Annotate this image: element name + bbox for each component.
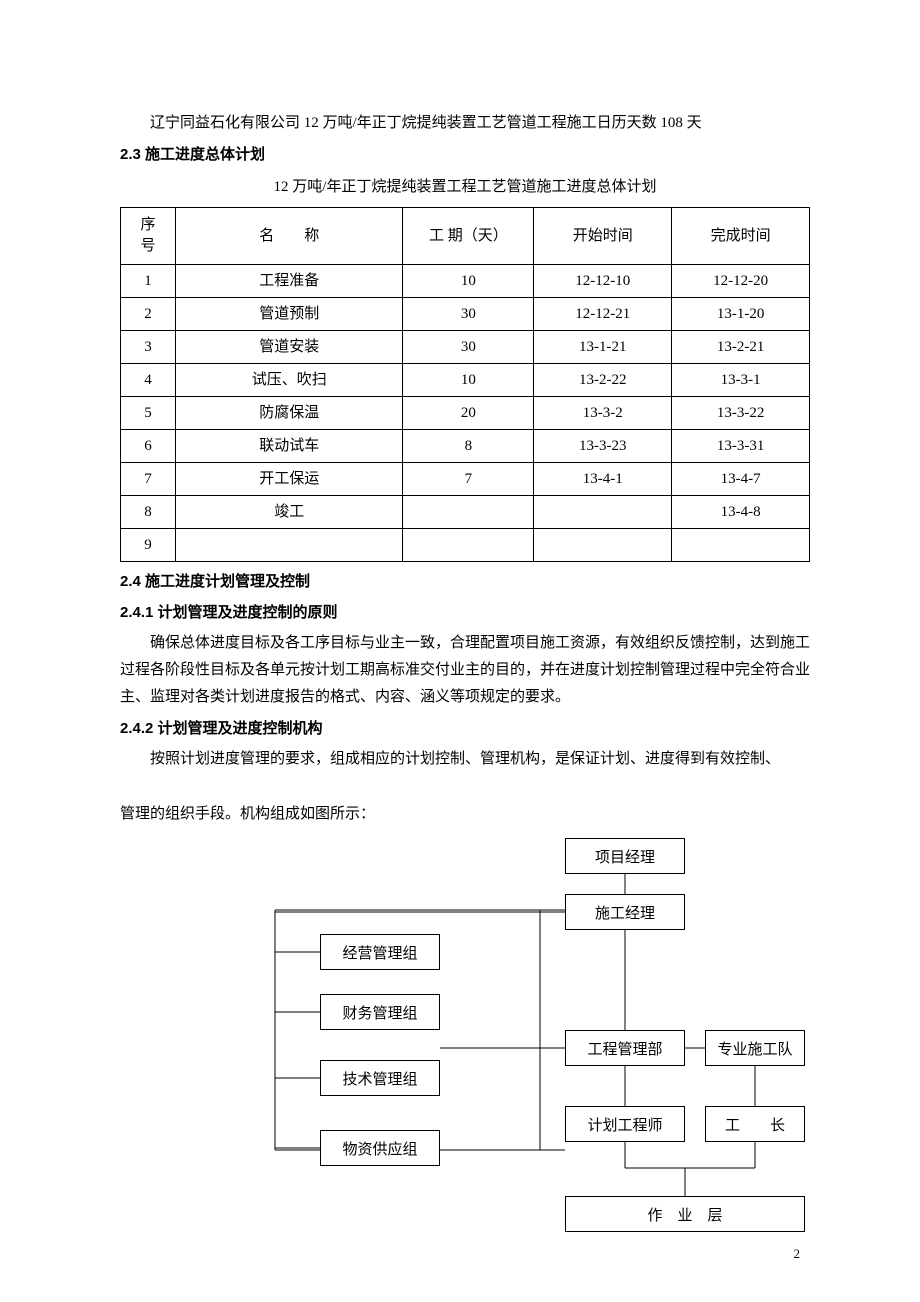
table-cell: 13-4-8 <box>672 496 810 529</box>
table-cell: 12-12-21 <box>534 298 672 331</box>
table-row: 9 <box>121 529 810 562</box>
org-node-pm: 项目经理 <box>565 838 685 874</box>
org-chart-lines <box>120 838 800 1258</box>
table-row: 3管道安装3013-1-2113-2-21 <box>121 331 810 364</box>
org-node-pmd: 工程管理部 <box>565 1030 685 1066</box>
org-chart: 项目经理施工经理经营管理组财务管理组技术管理组物资供应组工程管理部专业施工队计划… <box>120 838 800 1258</box>
table-row: 8竣工 13-4-8 <box>121 496 810 529</box>
table-cell: 20 <box>403 397 534 430</box>
paragraph-2-4-2b: 管理的组织手段。机构组成如图所示： <box>120 801 810 828</box>
org-node-team: 专业施工队 <box>705 1030 805 1066</box>
heading-2-4-1: 2.4.1 计划管理及进度控制的原则 <box>120 599 810 626</box>
table-cell: 1 <box>121 265 176 298</box>
table-cell: 开工保运 <box>176 463 403 496</box>
table-cell: 2 <box>121 298 176 331</box>
table-cell: 12-12-10 <box>534 265 672 298</box>
table-cell: 9 <box>121 529 176 562</box>
org-node-fin: 财务管理组 <box>320 994 440 1030</box>
org-node-plan: 计划工程师 <box>565 1106 685 1142</box>
table-row: 6联动试车813-3-2313-3-31 <box>121 430 810 463</box>
table-cell: 8 <box>403 430 534 463</box>
table-row: 2管道预制3012-12-2113-1-20 <box>121 298 810 331</box>
heading-2-3: 2.3 施工进度总体计划 <box>120 141 810 168</box>
heading-2-4-2: 2.4.2 计划管理及进度控制机构 <box>120 715 810 742</box>
table-cell <box>672 529 810 562</box>
table-row: 1工程准备1012-12-1012-12-20 <box>121 265 810 298</box>
intro-line: 辽宁同益石化有限公司 12 万吨/年正丁烷提纯装置工艺管道工程施工日历天数 10… <box>120 110 810 137</box>
table-cell: 13-3-22 <box>672 397 810 430</box>
table-cell: 13-4-1 <box>534 463 672 496</box>
org-node-tech: 技术管理组 <box>320 1060 440 1096</box>
paragraph-2-4-2a: 按照计划进度管理的要求，组成相应的计划控制、管理机构，是保证计划、进度得到有效控… <box>120 746 810 773</box>
org-node-biz: 经营管理组 <box>320 934 440 970</box>
table-header-cell: 工 期（天） <box>403 208 534 265</box>
table-cell <box>534 529 672 562</box>
table-cell: 竣工 <box>176 496 403 529</box>
table-cell: 7 <box>121 463 176 496</box>
table-cell: 4 <box>121 364 176 397</box>
table-cell <box>534 496 672 529</box>
table-cell: 管道安装 <box>176 331 403 364</box>
table-cell: 7 <box>403 463 534 496</box>
table-cell: 试压、吹扫 <box>176 364 403 397</box>
table-cell: 30 <box>403 331 534 364</box>
table-cell: 联动试车 <box>176 430 403 463</box>
table-row: 7开工保运713-4-113-4-7 <box>121 463 810 496</box>
table-head: 序号名 称工 期（天）开始时间完成时间 <box>121 208 810 265</box>
table-cell: 13-1-20 <box>672 298 810 331</box>
schedule-table: 序号名 称工 期（天）开始时间完成时间 1工程准备1012-12-1012-12… <box>120 207 810 562</box>
table-cell: 13-3-31 <box>672 430 810 463</box>
table-cell: 5 <box>121 397 176 430</box>
table-cell: 管道预制 <box>176 298 403 331</box>
table-cell: 工程准备 <box>176 265 403 298</box>
table-cell: 10 <box>403 364 534 397</box>
table-cell: 13-4-7 <box>672 463 810 496</box>
table-body: 1工程准备1012-12-1012-12-202管道预制3012-12-2113… <box>121 265 810 562</box>
table-cell: 13-2-21 <box>672 331 810 364</box>
table-cell: 13-2-22 <box>534 364 672 397</box>
table-row: 5防腐保温2013-3-213-3-22 <box>121 397 810 430</box>
table-row: 4试压、吹扫1013-2-2213-3-1 <box>121 364 810 397</box>
org-node-ops: 作 业 层 <box>565 1196 805 1232</box>
document-page: 辽宁同益石化有限公司 12 万吨/年正丁烷提纯装置工艺管道工程施工日历天数 10… <box>0 0 920 1302</box>
table-caption: 12 万吨/年正丁烷提纯装置工程工艺管道施工进度总体计划 <box>120 174 810 201</box>
paragraph-2-4-1: 确保总体进度目标及各工序目标与业主一致，合理配置项目施工资源，有效组织反馈控制，… <box>120 630 810 711</box>
table-cell: 8 <box>121 496 176 529</box>
table-cell: 12-12-20 <box>672 265 810 298</box>
table-cell: 13-3-23 <box>534 430 672 463</box>
table-cell <box>403 529 534 562</box>
table-header-cell: 序号 <box>121 208 176 265</box>
page-number: 2 <box>794 1246 801 1262</box>
org-node-fore: 工 长 <box>705 1106 805 1142</box>
table-cell: 防腐保温 <box>176 397 403 430</box>
org-node-supply: 物资供应组 <box>320 1130 440 1166</box>
table-header-cell: 完成时间 <box>672 208 810 265</box>
heading-2-4: 2.4 施工进度计划管理及控制 <box>120 568 810 595</box>
org-node-cm: 施工经理 <box>565 894 685 930</box>
table-cell: 10 <box>403 265 534 298</box>
table-cell: 13-1-21 <box>534 331 672 364</box>
table-cell: 13-3-2 <box>534 397 672 430</box>
table-cell <box>176 529 403 562</box>
table-header-cell: 名 称 <box>176 208 403 265</box>
spacer <box>120 773 810 801</box>
table-cell: 3 <box>121 331 176 364</box>
table-cell: 6 <box>121 430 176 463</box>
table-cell <box>403 496 534 529</box>
table-cell: 30 <box>403 298 534 331</box>
table-header-cell: 开始时间 <box>534 208 672 265</box>
table-cell: 13-3-1 <box>672 364 810 397</box>
